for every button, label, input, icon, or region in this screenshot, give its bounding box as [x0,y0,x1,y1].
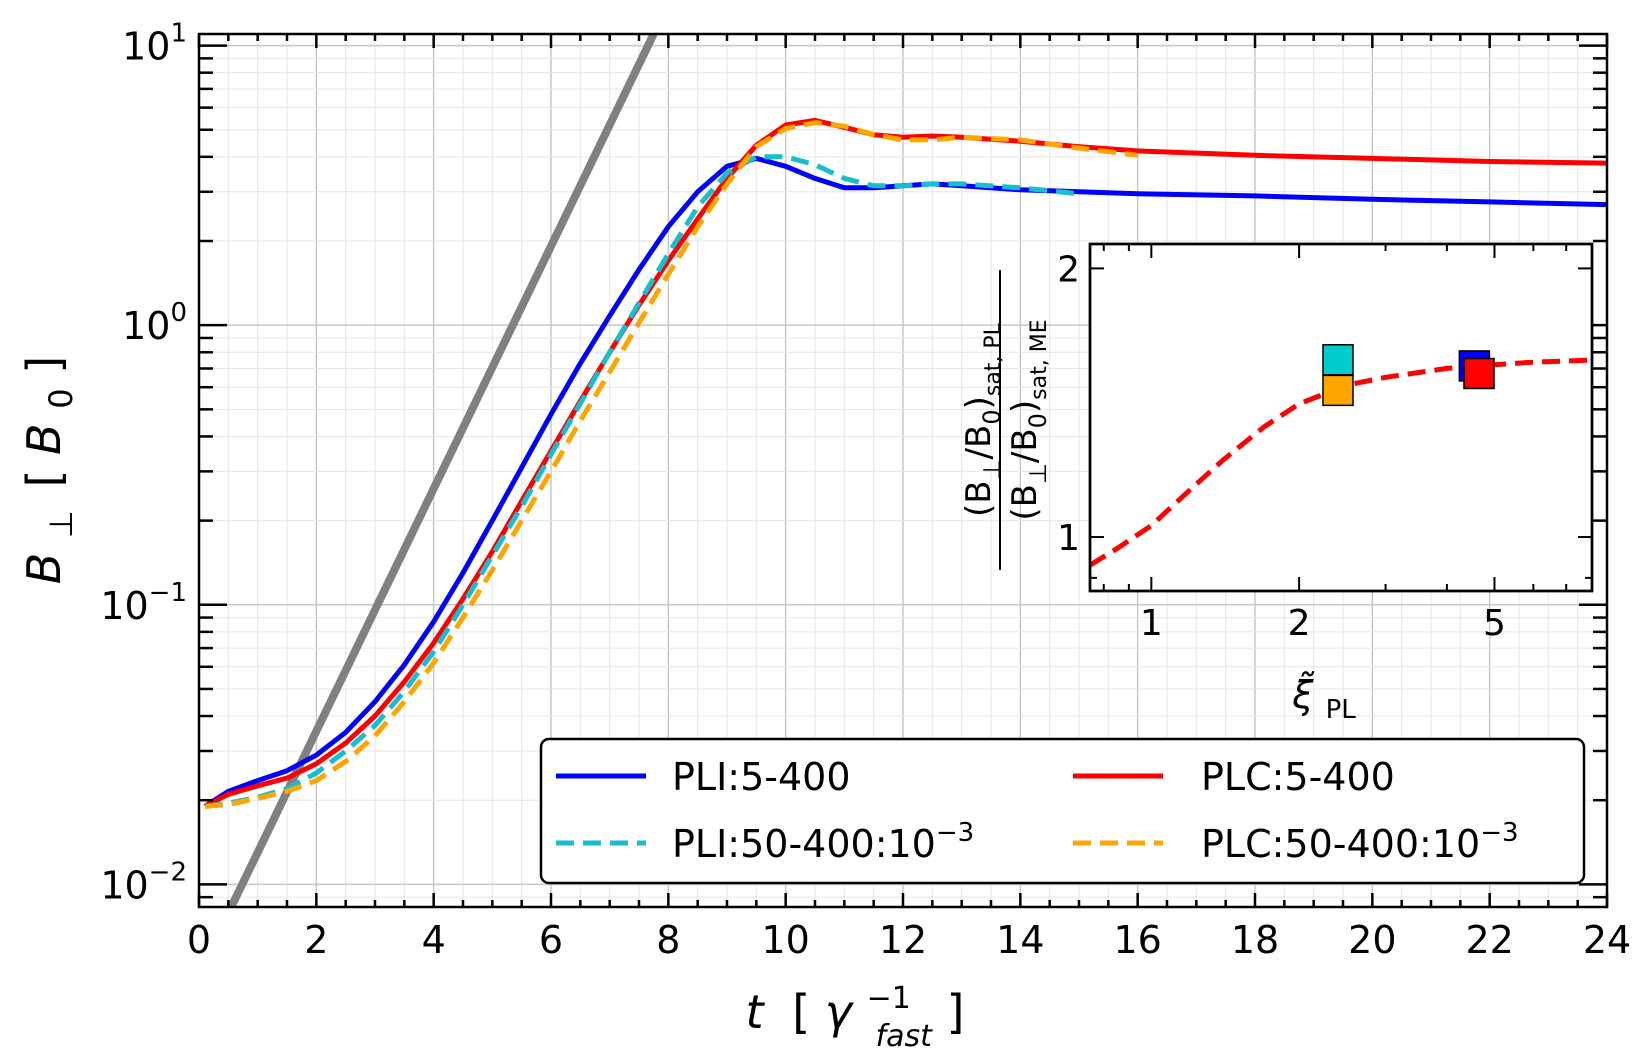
legend-entry-plc-50-400: PLC:50-400:10−3 [1073,818,1519,866]
inset-content [1090,344,1590,568]
legend-label-plc-5-400: PLC:5-400 [1201,755,1395,799]
inset-y-axis-label: (B⊥/B0)sat, PL (B⊥/B0)sat, ME [959,270,1052,570]
legend-entry-pli-50-400: PLI:50-400:10−3 [556,818,974,866]
legend-label-plc-50-400: PLC:50-400:10−3 [1201,818,1519,866]
main-x-tick-label: 12 [879,918,927,962]
inset-plot-frame [1088,242,1594,593]
inset-plot-background [1088,242,1594,593]
legend-box [539,737,1586,885]
y-label-close: ] [17,356,71,374]
main-x-tick-label: 16 [1113,918,1161,962]
inset-data-point [1322,344,1354,376]
main-y-tick-label: 10−1 [100,578,187,628]
y-label-open: [ [17,470,71,488]
main-x-tick-label: 14 [996,918,1044,962]
main-x-tick-label: 6 [539,918,563,962]
legend-entry-pli-5-400: PLI:5-400 [556,755,851,799]
main-y-tick-label: 100 [122,298,187,348]
inset-data-point [1322,374,1354,407]
y-label-variable: B [17,553,71,585]
legend: PLI:5-400 PLC:5-400 PLI:50-400:10−3 PLC:… [539,737,1586,885]
inset-x-tick-label: 2 [1288,603,1311,644]
inset-y-label-numerator: (B⊥/B0)sat, PL [959,322,1006,517]
inset-x-tick-label: 5 [1483,603,1506,644]
inset-y-label-denominator: (B⊥/B0)sat, ME [1005,319,1052,520]
inset-fit-curve [1090,357,1590,568]
series-line-pli-5-400 [203,155,1607,809]
main-series-group [203,117,1607,809]
series-line-pli-50-400 [204,154,1080,809]
x-label-subscript: fast [876,1019,934,1050]
y-label-unit: B [17,423,71,455]
main-x-tick-label: 4 [422,918,446,962]
inset-x-label-symbol: ξ̃ [1291,672,1315,717]
inset-x-tick-label: 1 [1140,603,1163,644]
x-label-variable: t [746,985,766,1039]
x-label-symbol: γ [825,985,855,1039]
main-plot-frame [197,32,1609,909]
main-x-tick-label: 0 [187,918,211,962]
main-x-tick-label: 18 [1231,918,1279,962]
inset-tick-labels: 1 2 5 1 2 [1057,249,1506,644]
inset-x-axis-label: ξ̃ PL [1291,672,1356,725]
x-label-close: ] [946,985,964,1039]
main-x-tick-label: 24 [1583,918,1631,962]
inset-data-point [1463,357,1495,390]
main-x-axis-label: t [ γ −1 fast ] [746,965,965,1050]
main-y-tick-label: 101 [122,19,187,69]
x-label-superscript: −1 [867,981,911,1016]
inset-x-label-subscript: PL [1326,695,1357,725]
y-label-subscript: ⊥ [42,510,80,538]
main-x-tick-label: 20 [1348,918,1396,962]
main-x-tick-label: 22 [1465,918,1513,962]
inset-y-tick-label: 2 [1057,249,1080,290]
legend-label-pli-5-400: PLI:5-400 [672,755,851,799]
legend-entry-plc-5-400: PLC:5-400 [1073,755,1395,799]
series-line-plc-50-400 [204,120,1139,809]
y-label-unit-subscript: 0 [42,388,80,408]
main-y-tick-labels: 10−2 10−1 100 101 [100,19,187,908]
main-x-tick-label: 10 [761,918,809,962]
main-y-tick-label: 10−2 [100,857,187,907]
main-x-tick-labels: 0 2 4 6 8 10 12 14 16 18 20 22 24 [187,918,1631,962]
inset-y-tick-label: 1 [1057,518,1080,559]
main-x-tick-label: 8 [656,918,680,962]
main-x-tick-label: 2 [304,918,328,962]
legend-label-pli-50-400: PLI:50-400:10−3 [672,818,974,866]
x-label-open: [ [792,985,810,1039]
main-y-axis-label: B ⊥ [ B 0 ] [17,356,83,584]
